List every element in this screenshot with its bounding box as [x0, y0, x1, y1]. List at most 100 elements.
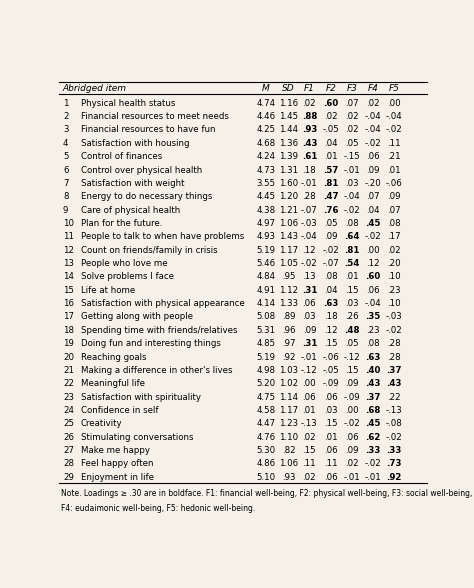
Text: .11: .11: [387, 139, 401, 148]
Text: Stimulating conversations: Stimulating conversations: [81, 433, 193, 442]
Text: .89: .89: [282, 312, 295, 322]
Text: M: M: [262, 83, 270, 93]
Text: .21: .21: [387, 152, 401, 161]
Text: Creativity: Creativity: [81, 419, 122, 428]
Text: 22: 22: [63, 379, 74, 388]
Text: .23: .23: [366, 326, 380, 335]
Text: -.02: -.02: [365, 139, 382, 148]
Text: .31: .31: [302, 339, 317, 348]
Text: -.01: -.01: [344, 473, 360, 482]
Text: .05: .05: [345, 339, 359, 348]
Text: .02: .02: [302, 433, 316, 442]
Text: -.08: -.08: [386, 419, 402, 428]
Text: .76: .76: [323, 206, 338, 215]
Text: 4.97: 4.97: [256, 219, 275, 228]
Text: .04: .04: [366, 206, 380, 215]
Text: 17: 17: [63, 312, 74, 322]
Text: Financial resources to meet needs: Financial resources to meet needs: [81, 112, 228, 121]
Text: -.04: -.04: [386, 112, 402, 121]
Text: 4.86: 4.86: [256, 459, 275, 469]
Text: -.01: -.01: [365, 473, 382, 482]
Text: 1.17: 1.17: [279, 246, 298, 255]
Text: Satisfaction with spirituality: Satisfaction with spirituality: [81, 393, 201, 402]
Text: 1.43: 1.43: [279, 232, 298, 241]
Text: .88: .88: [302, 112, 317, 121]
Text: .06: .06: [324, 446, 337, 455]
Text: -.02: -.02: [322, 246, 339, 255]
Text: 29: 29: [63, 473, 74, 482]
Text: 1.44: 1.44: [279, 125, 298, 135]
Text: .13: .13: [302, 272, 316, 282]
Text: .43: .43: [386, 379, 402, 388]
Text: 1.10: 1.10: [279, 433, 298, 442]
Text: .33: .33: [387, 446, 402, 455]
Text: .63: .63: [323, 299, 338, 308]
Text: 4: 4: [63, 139, 68, 148]
Text: .02: .02: [302, 99, 316, 108]
Text: .02: .02: [324, 112, 337, 121]
Text: .06: .06: [345, 433, 359, 442]
Text: 11: 11: [63, 232, 74, 241]
Text: .15: .15: [324, 419, 337, 428]
Text: Confidence in self: Confidence in self: [81, 406, 158, 415]
Text: .06: .06: [302, 299, 316, 308]
Text: .45: .45: [365, 419, 381, 428]
Text: .00: .00: [366, 246, 380, 255]
Text: 1.14: 1.14: [279, 393, 298, 402]
Text: .02: .02: [302, 473, 316, 482]
Text: -.05: -.05: [322, 125, 339, 135]
Text: 15: 15: [63, 286, 74, 295]
Text: People to talk to when have problems: People to talk to when have problems: [81, 232, 244, 241]
Text: Financial resources to have fun: Financial resources to have fun: [81, 125, 215, 135]
Text: 25: 25: [63, 419, 74, 428]
Text: 5.19: 5.19: [256, 246, 275, 255]
Text: Solve problems I face: Solve problems I face: [81, 272, 173, 282]
Text: .12: .12: [366, 259, 380, 268]
Text: .01: .01: [345, 272, 359, 282]
Text: .26: .26: [345, 312, 359, 322]
Text: Doing fun and interesting things: Doing fun and interesting things: [81, 339, 220, 348]
Text: .68: .68: [365, 406, 381, 415]
Text: -.03: -.03: [386, 312, 402, 322]
Text: -.03: -.03: [301, 219, 318, 228]
Text: -.04: -.04: [365, 112, 382, 121]
Text: .08: .08: [366, 339, 380, 348]
Text: 1.03: 1.03: [279, 366, 298, 375]
Text: 5.30: 5.30: [256, 446, 275, 455]
Text: F3: F3: [346, 83, 357, 93]
Text: -.09: -.09: [322, 379, 339, 388]
Text: .81: .81: [323, 179, 338, 188]
Text: -.01: -.01: [301, 179, 318, 188]
Text: .01: .01: [324, 433, 337, 442]
Text: .02: .02: [345, 125, 359, 135]
Text: 4.14: 4.14: [256, 299, 275, 308]
Text: 13: 13: [63, 259, 74, 268]
Text: 26: 26: [63, 433, 74, 442]
Text: .23: .23: [387, 286, 401, 295]
Text: .15: .15: [302, 446, 316, 455]
Text: .37: .37: [386, 366, 402, 375]
Text: .61: .61: [302, 152, 317, 161]
Text: -.05: -.05: [322, 366, 339, 375]
Text: -.13: -.13: [386, 406, 402, 415]
Text: .03: .03: [345, 299, 359, 308]
Text: -.12: -.12: [344, 353, 360, 362]
Text: .09: .09: [324, 232, 337, 241]
Text: Control of finances: Control of finances: [81, 152, 162, 161]
Text: -.02: -.02: [365, 232, 382, 241]
Text: Abridged item: Abridged item: [63, 83, 127, 93]
Text: 16: 16: [63, 299, 74, 308]
Text: 6: 6: [63, 166, 68, 175]
Text: -.04: -.04: [365, 299, 382, 308]
Text: .04: .04: [324, 139, 337, 148]
Text: .35: .35: [365, 312, 381, 322]
Text: 1.23: 1.23: [279, 419, 298, 428]
Text: 4.58: 4.58: [256, 406, 275, 415]
Text: -.12: -.12: [301, 366, 318, 375]
Text: .01: .01: [387, 166, 401, 175]
Text: Make me happy: Make me happy: [81, 446, 150, 455]
Text: .12: .12: [302, 246, 316, 255]
Text: F4: F4: [367, 83, 378, 93]
Text: 1.31: 1.31: [279, 166, 298, 175]
Text: -.02: -.02: [386, 125, 402, 135]
